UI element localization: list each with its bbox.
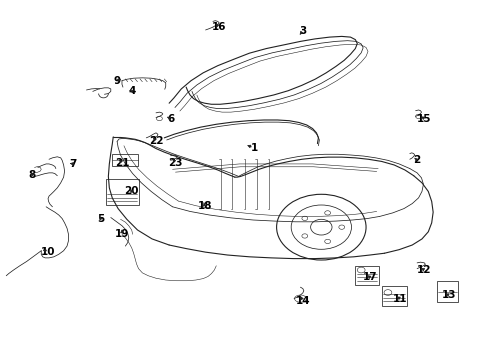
Text: 2: 2 (413, 156, 420, 165)
Text: 16: 16 (211, 22, 226, 32)
Text: 8: 8 (28, 170, 35, 180)
Text: 19: 19 (115, 229, 129, 239)
Bar (355, 266, 378, 285)
Text: 1: 1 (250, 143, 257, 153)
Text: 11: 11 (392, 294, 407, 303)
Text: 13: 13 (441, 290, 455, 300)
Text: 18: 18 (197, 201, 211, 211)
Bar (106, 179, 139, 205)
Text: 10: 10 (40, 247, 55, 257)
Text: 9: 9 (113, 76, 121, 86)
Bar (381, 286, 406, 306)
Text: 14: 14 (295, 296, 309, 306)
Text: 7: 7 (69, 159, 77, 169)
Text: 12: 12 (416, 265, 431, 275)
Text: 5: 5 (97, 214, 104, 224)
Text: 21: 21 (115, 158, 129, 168)
Text: 23: 23 (168, 158, 183, 168)
Text: 17: 17 (362, 272, 376, 282)
Text: 3: 3 (299, 26, 306, 36)
Text: 20: 20 (124, 186, 139, 197)
Bar (112, 154, 137, 166)
Bar (436, 282, 458, 302)
Text: 15: 15 (416, 113, 431, 123)
Text: 22: 22 (148, 136, 163, 147)
Text: 4: 4 (129, 86, 136, 96)
Text: 6: 6 (166, 113, 174, 123)
